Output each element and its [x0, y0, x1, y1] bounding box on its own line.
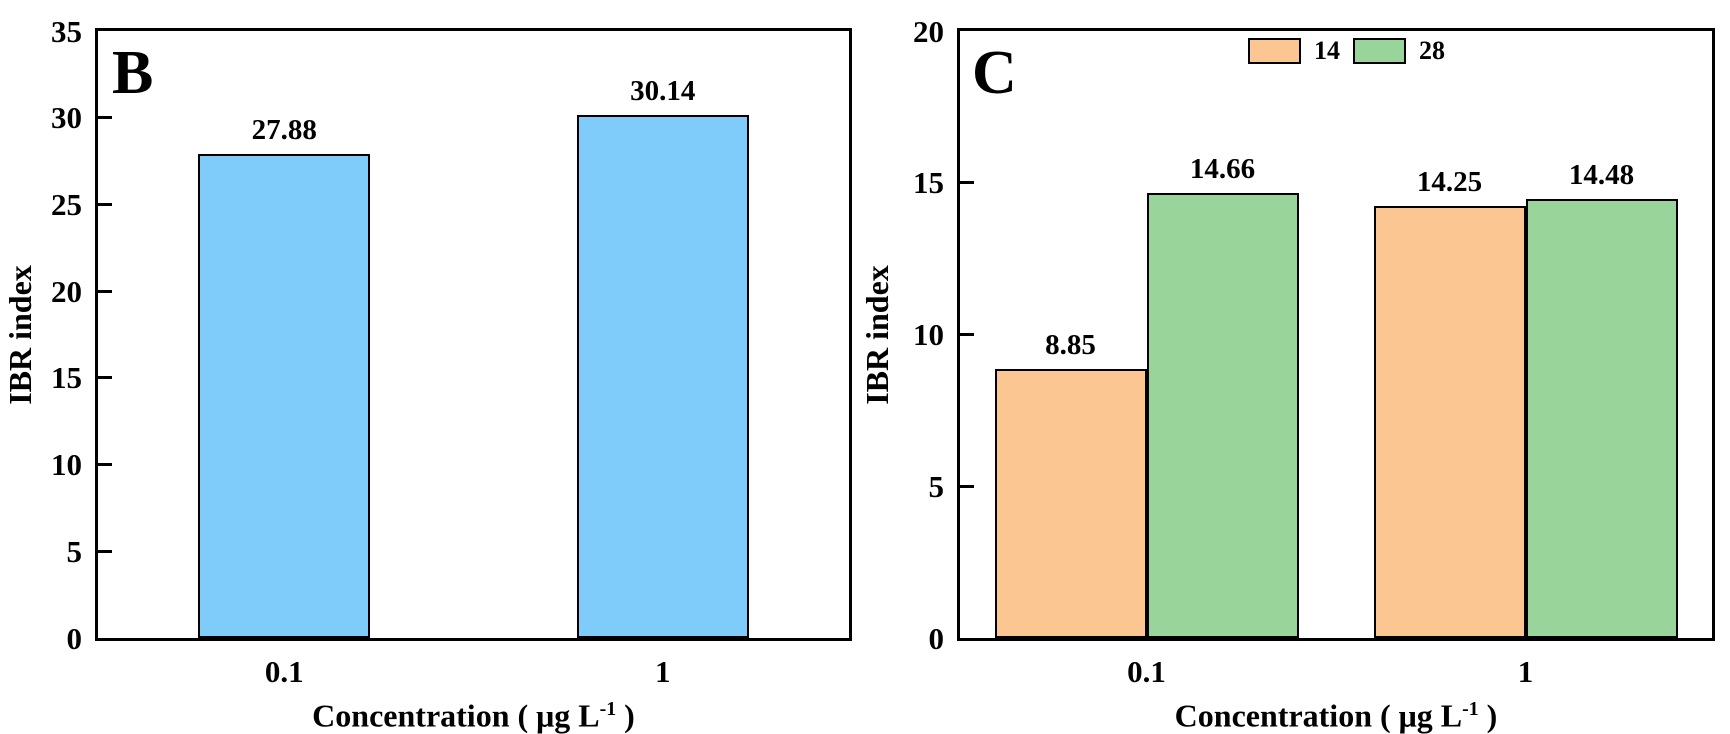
y-axis-tick	[98, 376, 112, 380]
bar-value-label: 14.25	[1416, 165, 1483, 198]
y-axis-tick	[960, 181, 974, 185]
bar-series-28-cat-0.1	[1146, 193, 1299, 638]
legend-swatch-28	[1353, 38, 1406, 64]
panel-label-B: B	[112, 39, 154, 107]
x-tick-label: 1	[1517, 654, 1534, 689]
x-tick-label: 1	[655, 654, 671, 689]
y-axis-tick	[98, 202, 112, 206]
legend: 14 28	[1248, 38, 1445, 64]
bar-series-28-cat-1	[1525, 198, 1678, 638]
legend-label-28: 28	[1419, 36, 1445, 65]
x-tick-label: 0.1	[1127, 654, 1166, 689]
y-axis-tick	[98, 549, 112, 553]
y-axis-label: IBR index	[2, 264, 38, 405]
y-tick-label: 5	[928, 468, 945, 504]
y-axis-tick	[960, 333, 974, 336]
x-axis-label: Concentration ( μg L-1 )	[312, 697, 635, 734]
bar-series-main-cat-0.1	[198, 154, 371, 638]
y-axis-tick	[98, 116, 112, 120]
y-tick-label: 20	[913, 13, 944, 49]
bar-value-label: 14.66	[1189, 153, 1256, 186]
y-axis-tick	[98, 463, 112, 467]
y-tick-label: 25	[51, 186, 82, 222]
y-tick-label: 5	[66, 533, 83, 569]
legend-swatch-14	[1248, 38, 1301, 64]
bar-value-label: 14.48	[1568, 158, 1635, 191]
y-tick-label: 10	[913, 317, 944, 352]
bar-series-14-cat-0.1	[994, 369, 1147, 638]
y-tick-label: 30	[51, 100, 82, 136]
y-axis-tick	[960, 484, 974, 488]
x-tick-label: 0.1	[264, 654, 304, 689]
y-tick-label: 15	[913, 165, 944, 201]
legend-label-14: 14	[1314, 36, 1340, 65]
x-axis-label: Concentration ( μg L-1 )	[1174, 697, 1498, 734]
bar-value-label: 8.85	[1045, 329, 1096, 362]
y-tick-label: 35	[51, 13, 82, 49]
bar-series-14-cat-1	[1373, 205, 1526, 638]
y-axis-label: IBR index	[859, 264, 895, 405]
y-tick-label: 20	[51, 273, 82, 309]
y-axis-tick	[98, 289, 112, 293]
y-tick-label: 0	[66, 620, 83, 656]
y-tick-label: 0	[928, 620, 945, 656]
y-tick-label: 15	[51, 360, 82, 396]
bar-value-label: 30.14	[630, 75, 696, 108]
bar-series-main-cat-1	[576, 115, 749, 638]
panel-label-C: C	[972, 39, 1017, 107]
bar-value-label: 27.88	[251, 114, 317, 147]
y-tick-label: 10	[51, 447, 82, 483]
